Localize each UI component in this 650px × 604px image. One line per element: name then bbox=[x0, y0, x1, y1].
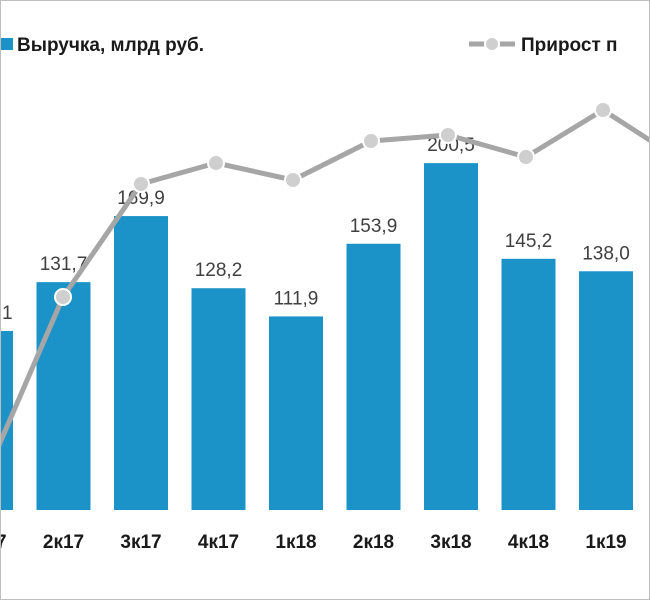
growth-point-3к17 bbox=[132, 175, 150, 193]
growth-point-2к17 bbox=[54, 288, 72, 306]
bar-4к18 bbox=[501, 258, 556, 510]
x-tick-3к18: 3к18 bbox=[430, 532, 471, 553]
bar-label-1к18: 111,9 bbox=[274, 288, 319, 309]
bar-2к18 bbox=[346, 243, 401, 511]
bar-labels: 1131,7169,9128,2111,9153,9200,5145,2138,… bbox=[2, 135, 630, 324]
bar-label-2к17: 131,7 bbox=[40, 254, 88, 275]
bar-label-4к18: 145,2 bbox=[505, 231, 553, 252]
bar-2к17 bbox=[36, 282, 91, 510]
growth-point-1к18 bbox=[284, 171, 302, 189]
x-tick-2к18: 2к18 bbox=[353, 532, 394, 553]
growth-point-2к18 bbox=[362, 132, 380, 150]
bar-4к17 bbox=[191, 288, 246, 510]
bar-3к18 bbox=[424, 163, 478, 510]
bars bbox=[0, 163, 633, 511]
legend-swatch-revenue bbox=[1, 38, 13, 50]
bar-3к17 bbox=[114, 216, 168, 510]
bar-label-1к17: 1 bbox=[2, 303, 13, 324]
bar-label-1к19: 138,0 bbox=[582, 243, 630, 264]
bar-1к19 bbox=[579, 271, 633, 510]
x-axis-ticks: 1к17 2к17 3к17 4к17 1к18 2к18 3к18 4к18 1к19 bbox=[0, 532, 627, 553]
bar-1к18 bbox=[269, 316, 323, 510]
x-tick-2к17: 2к17 bbox=[43, 532, 84, 553]
growth-line-path bbox=[0, 107, 650, 450]
growth-point-4к18 bbox=[517, 148, 535, 166]
growth-line bbox=[0, 101, 650, 450]
bar-label-4к17: 128,2 bbox=[195, 260, 243, 281]
growth-point-1к19 bbox=[594, 101, 612, 119]
growth-point-3к18 bbox=[439, 126, 457, 144]
legend-swatch-growth-marker bbox=[484, 36, 500, 52]
x-tick-1к17: 1к17 bbox=[1, 532, 7, 553]
x-tick-3к17: 3к17 bbox=[120, 532, 161, 553]
bar-label-2к18: 153,9 bbox=[350, 216, 398, 237]
x-tick-4к18: 4к18 bbox=[508, 532, 549, 553]
x-tick-4к17: 4к17 bbox=[198, 532, 239, 553]
legend: Выручка, млрд руб. Прирост п bbox=[1, 35, 618, 56]
x-tick-1к19: 1к19 bbox=[585, 532, 626, 553]
bar-1к17 bbox=[0, 331, 13, 510]
growth-point-4к17 bbox=[207, 154, 225, 172]
legend-label-growth: Прирост п bbox=[521, 35, 618, 56]
legend-label-revenue: Выручка, млрд руб. bbox=[17, 35, 204, 56]
x-tick-1к18: 1к18 bbox=[275, 532, 316, 553]
